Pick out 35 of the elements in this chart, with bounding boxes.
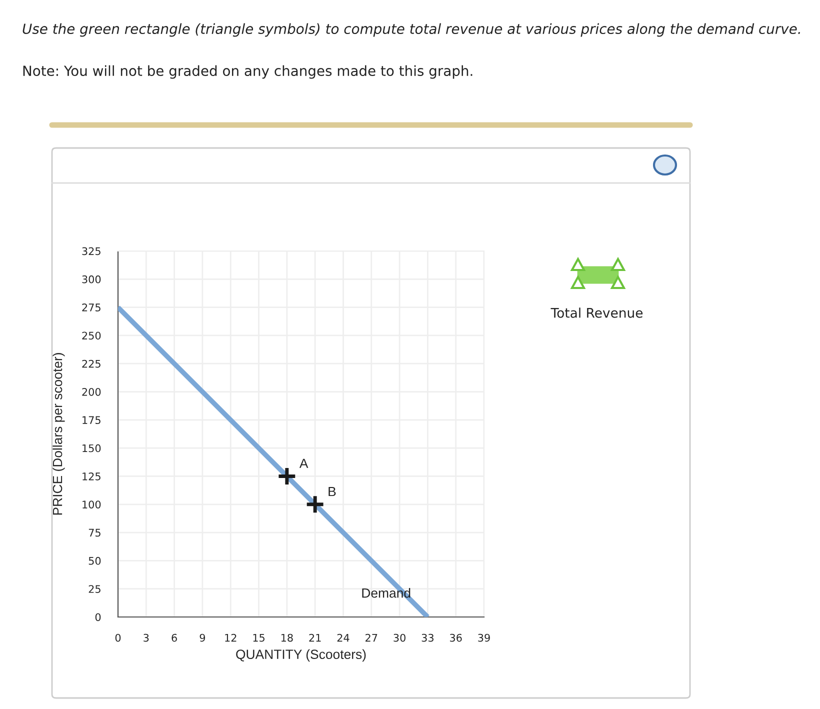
y-tick-label: 175: [82, 416, 100, 424]
y-tick-label: 125: [82, 472, 100, 480]
x-tick-label: 27: [366, 634, 378, 642]
y-tick-label: 100: [82, 500, 101, 508]
x-tick-label: 21: [309, 634, 321, 642]
x-tick-label: 6: [172, 634, 177, 642]
y-tick-label: 150: [82, 444, 101, 452]
series-label: B: [328, 486, 336, 496]
text: Note: You will not be graded on any changes made to this graph.: [23, 65, 472, 79]
series-label: A: [299, 458, 308, 468]
y-tick-label: 75: [88, 528, 100, 537]
x-tick-label: 30: [394, 634, 406, 642]
x-tick-label: 12: [225, 634, 236, 642]
y-tick-label: 25: [88, 585, 100, 593]
x-tick-label: 9: [200, 634, 206, 642]
x-tick-label: 36: [450, 634, 462, 642]
x-tick-label: 3: [144, 634, 149, 642]
x-tick-label: 39: [478, 634, 490, 642]
y-tick-label: 250: [82, 332, 101, 340]
x-axis-title: QUANTITY (Scooters): [236, 649, 366, 662]
x-tick-label: 0: [115, 634, 121, 642]
y-axis-title: PRICE (Dollars per scooter): [52, 353, 65, 515]
x-tick-label: 33: [422, 634, 434, 642]
x-tick-label: 24: [337, 634, 350, 642]
y-tick-label: 225: [82, 360, 100, 368]
y-tick-label: 200: [82, 388, 101, 396]
y-tick-label: 300: [82, 275, 101, 284]
y-tick-label: 0: [95, 613, 101, 622]
y-tick-label: 275: [82, 304, 100, 312]
text: Total Revenue: [550, 308, 643, 318]
text: Use the green rectangle (triangle symbols) to compute total revenue at various prices along the demand curve.: [22, 23, 800, 37]
y-tick-label: 50: [88, 556, 101, 565]
x-tick-label: 15: [253, 634, 264, 642]
y-tick-label: 325: [82, 247, 100, 256]
x-tick-label: 18: [281, 634, 293, 642]
